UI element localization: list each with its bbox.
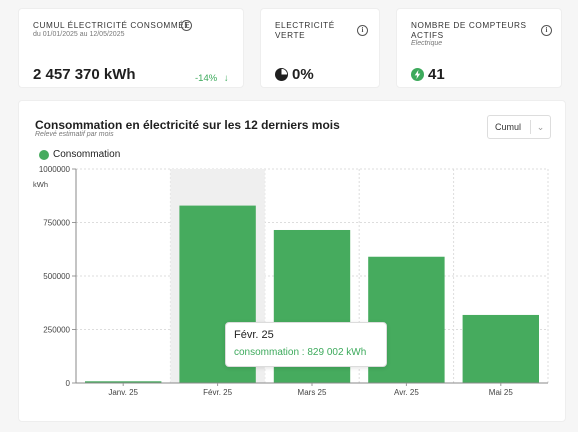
kpi-card-green-electricity: ELECTRICITÉ VERTE i 0% bbox=[260, 8, 380, 88]
kpi-green-value-text: 0% bbox=[292, 66, 314, 83]
pie-chart-icon bbox=[275, 68, 288, 81]
legend-dot bbox=[39, 149, 49, 160]
chart-tooltip: Févr. 25 consommation : 829 002 kWh bbox=[225, 322, 387, 367]
kpi-consumption-delta: -14% ↓ bbox=[195, 73, 229, 84]
kpi-consumption-title: CUMUL ÉLECTRICITÉ CONSOMMÉE bbox=[33, 21, 191, 30]
tooltip-value: consommation : 829 002 kWh bbox=[234, 347, 367, 358]
kpi-card-active-meters: NOMBRE DE COMPTEURS ACTIFS i Electrique … bbox=[396, 8, 562, 88]
legend-label: Consommation bbox=[53, 149, 121, 160]
chart-legend[interactable]: Consommation bbox=[39, 149, 120, 160]
tooltip-title: Févr. 25 bbox=[234, 329, 274, 341]
kpi-green-title-line1: ELECTRICITÉ bbox=[275, 21, 335, 30]
aggregation-select[interactable]: Cumul ⌄ bbox=[487, 115, 551, 139]
y-tick-label: 0 bbox=[66, 379, 71, 388]
chart-title: Consommation en électricité sur les 12 d… bbox=[35, 118, 340, 132]
x-tick-label: Mai 25 bbox=[489, 388, 514, 397]
x-tick-label: Avr. 25 bbox=[394, 388, 419, 397]
bar-Janv. 25 bbox=[85, 381, 162, 383]
y-tick-label: 500000 bbox=[43, 272, 70, 281]
select-divider bbox=[530, 120, 531, 134]
chevron-down-icon[interactable]: ⌄ bbox=[536, 121, 545, 132]
y-tick-label: 750000 bbox=[43, 219, 70, 228]
kpi-green-value: 0% bbox=[275, 66, 314, 83]
x-tick-label: Mars 25 bbox=[298, 388, 327, 397]
y-tick-label: 250000 bbox=[43, 326, 70, 335]
lightning-icon bbox=[411, 68, 424, 81]
chart-labels: 0 250000 500000 750000 1000000 kWh Janv. 25 Fév… bbox=[33, 165, 513, 397]
kpi-green-title-line2: VERTE bbox=[275, 30, 306, 40]
kpi-meters-title-line2: ACTIFS bbox=[411, 30, 444, 40]
info-icon[interactable]: i bbox=[181, 20, 192, 31]
aggregation-select-value: Cumul bbox=[495, 122, 522, 132]
kpi-meters-value: 41 bbox=[411, 66, 445, 83]
bar-Mai 25 bbox=[462, 314, 539, 383]
x-tick-label: Févr. 25 bbox=[203, 388, 232, 397]
kpi-meters-title: NOMBRE DE COMPTEURS ACTIFS bbox=[411, 21, 527, 40]
kpi-consumption-value: 2 457 370 kWh bbox=[33, 66, 136, 83]
info-icon[interactable]: i bbox=[541, 25, 552, 36]
x-tick-label: Janv. 25 bbox=[108, 388, 138, 397]
kpi-consumption-value-text: 2 457 370 kWh bbox=[33, 66, 136, 83]
kpi-green-title: ELECTRICITÉ VERTE bbox=[275, 21, 335, 40]
arrow-down-icon: ↓ bbox=[223, 73, 229, 84]
delta-text: -14% bbox=[195, 73, 218, 84]
kpi-meters-subtitle: Electrique bbox=[411, 40, 443, 47]
kpi-meters-title-line1: NOMBRE DE COMPTEURS bbox=[411, 21, 527, 30]
kpi-card-consumption: CUMUL ÉLECTRICITÉ CONSOMMÉE i du 01/01/2… bbox=[18, 8, 244, 88]
kpi-consumption-period: du 01/01/2025 au 12/05/2025 bbox=[33, 31, 125, 38]
y-axis-unit: kWh bbox=[33, 180, 48, 189]
info-icon[interactable]: i bbox=[357, 25, 368, 36]
y-tick-label: 1000000 bbox=[39, 165, 71, 174]
kpi-meters-value-text: 41 bbox=[428, 66, 445, 83]
chart-subtitle: Relevé estimatif par mois bbox=[35, 131, 114, 138]
chart-axes bbox=[72, 168, 548, 386]
